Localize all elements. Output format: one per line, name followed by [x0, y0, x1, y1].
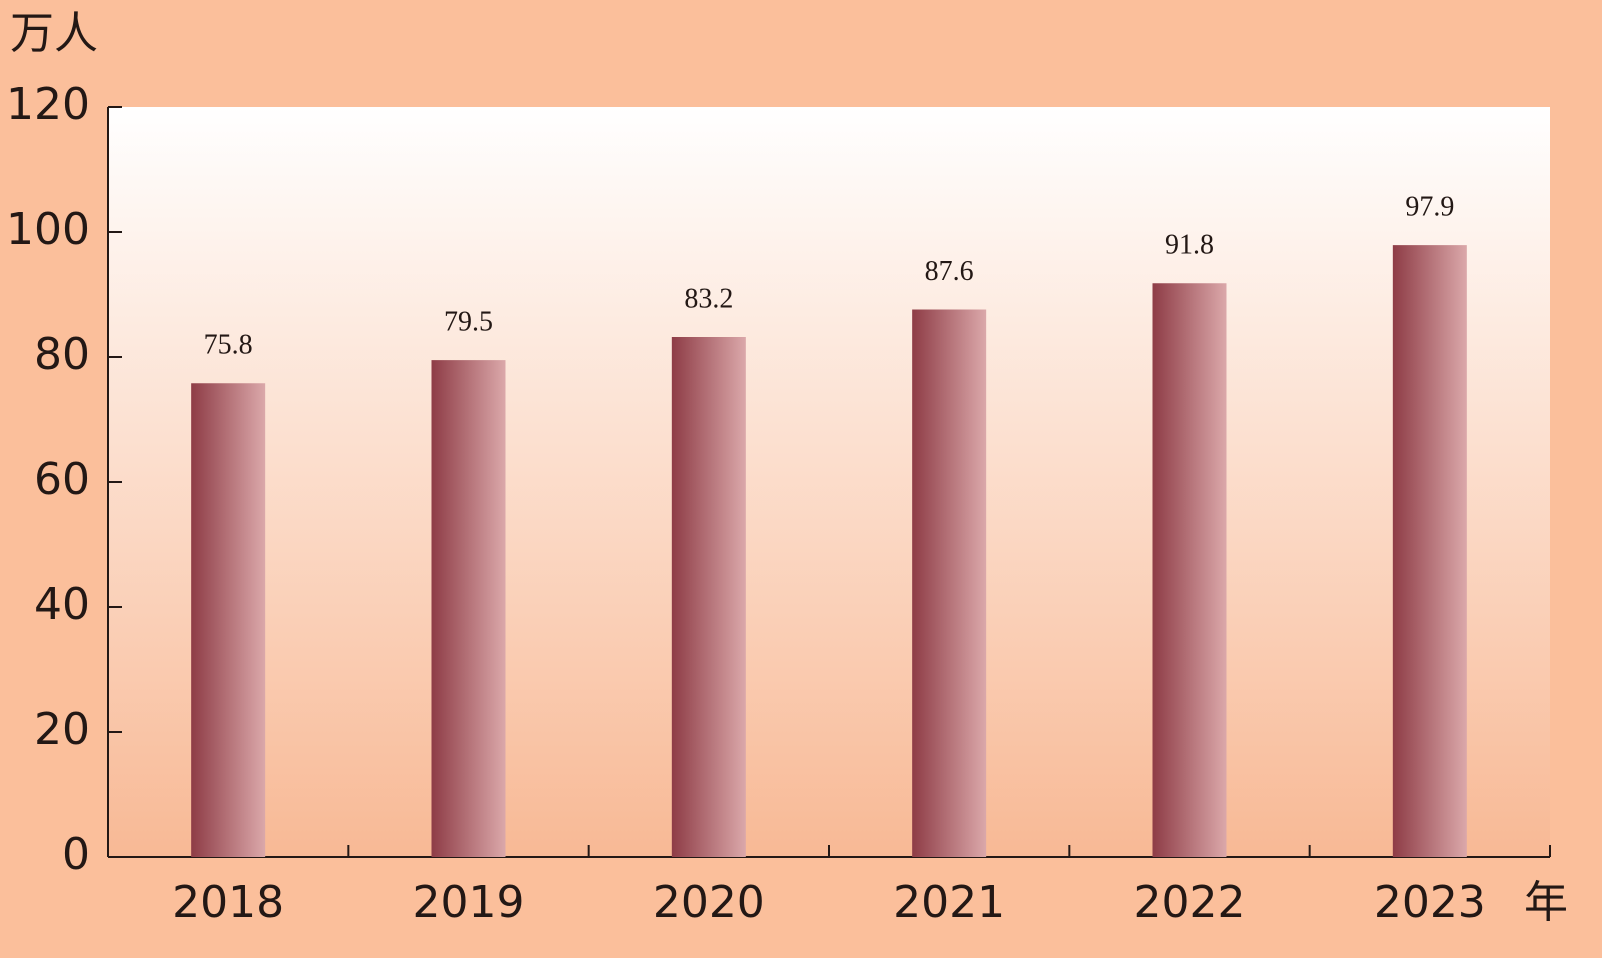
data-label: 91.8 — [1165, 230, 1214, 261]
x-tick-label: 2022 — [1134, 877, 1246, 928]
bar — [1392, 245, 1467, 857]
data-label: 87.6 — [925, 256, 974, 287]
x-tick-label: 2020 — [653, 877, 765, 928]
bar — [431, 360, 506, 857]
x-tick-label: 2018 — [172, 877, 284, 928]
y-tick-label: 120 — [6, 79, 90, 130]
x-tick-label: 2019 — [413, 877, 525, 928]
x-tick-label: 2021 — [893, 877, 1005, 928]
bar — [671, 337, 746, 857]
y-tick-label: 100 — [6, 204, 90, 255]
data-label: 83.2 — [684, 283, 733, 314]
data-label: 97.9 — [1405, 192, 1454, 223]
data-label: 75.8 — [204, 330, 253, 361]
y-axis-title: 万人 — [10, 8, 98, 59]
y-tick-label: 80 — [34, 329, 90, 380]
bar — [912, 309, 987, 857]
y-tick-label: 60 — [34, 454, 90, 505]
plot-area — [108, 107, 1550, 857]
data-label: 79.5 — [444, 307, 493, 338]
x-axis-title: 年 — [1524, 877, 1568, 928]
bar — [191, 383, 266, 857]
x-tick-label: 2023 — [1374, 877, 1486, 928]
y-tick-label: 20 — [34, 704, 90, 755]
y-tick-label: 40 — [34, 579, 90, 630]
y-tick-label: 0 — [62, 829, 90, 880]
bar — [1152, 283, 1227, 857]
